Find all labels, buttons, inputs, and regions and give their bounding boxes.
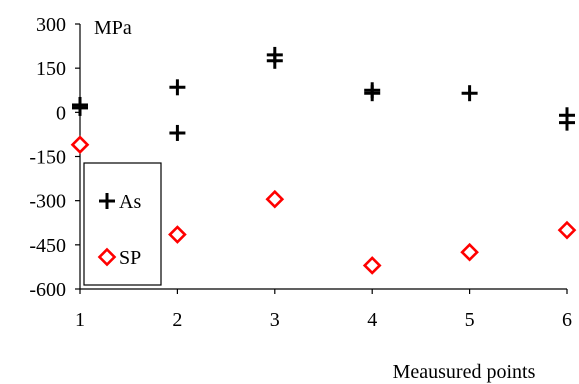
x-tick-label: 3 xyxy=(270,309,280,331)
data-point-sp xyxy=(70,135,90,155)
data-point-sp xyxy=(362,256,382,275)
legend-label-as: As xyxy=(119,191,141,213)
data-point-as xyxy=(266,52,283,69)
x-tick-label: 5 xyxy=(465,309,475,331)
y-tick-label: 0 xyxy=(56,102,66,124)
data-point-sp xyxy=(265,189,285,209)
data-point-sp xyxy=(557,220,577,240)
data-point-as xyxy=(364,85,381,102)
legend-box xyxy=(83,162,162,286)
y-axis: 300 150 0 -150 -300 -450 -600 xyxy=(29,14,81,301)
x-tick-label: 1 xyxy=(75,309,85,331)
data-points xyxy=(70,46,577,275)
data-point-sp xyxy=(168,225,187,244)
y-tick-label: -450 xyxy=(29,235,66,257)
y-tick-label: -150 xyxy=(29,147,66,169)
y-tick-label: 300 xyxy=(36,14,66,36)
data-point-as xyxy=(72,99,88,116)
series-as xyxy=(72,46,575,141)
x-tick-label: 4 xyxy=(367,309,377,331)
y-tick-label: 150 xyxy=(36,58,66,80)
unit-label: MPa xyxy=(94,17,132,39)
data-point-as xyxy=(461,85,478,102)
x-tick-label: 2 xyxy=(172,309,182,331)
legend-marker-as xyxy=(99,193,115,209)
x-axis: 1 2 3 4 5 6 xyxy=(75,288,572,331)
legend-marker-sp xyxy=(97,247,117,267)
legend-label-sp: SP xyxy=(119,247,141,269)
data-point-as xyxy=(559,114,575,131)
legend: As SP xyxy=(83,162,162,286)
data-point-sp xyxy=(460,242,479,262)
data-point-as xyxy=(169,124,186,141)
y-tick-label: -600 xyxy=(29,279,66,301)
x-axis-title: Meausured points xyxy=(393,361,536,383)
data-point-as xyxy=(169,79,186,96)
series-sp xyxy=(70,135,577,275)
y-tick-label: -300 xyxy=(29,191,66,213)
x-tick-label: 6 xyxy=(562,309,572,331)
